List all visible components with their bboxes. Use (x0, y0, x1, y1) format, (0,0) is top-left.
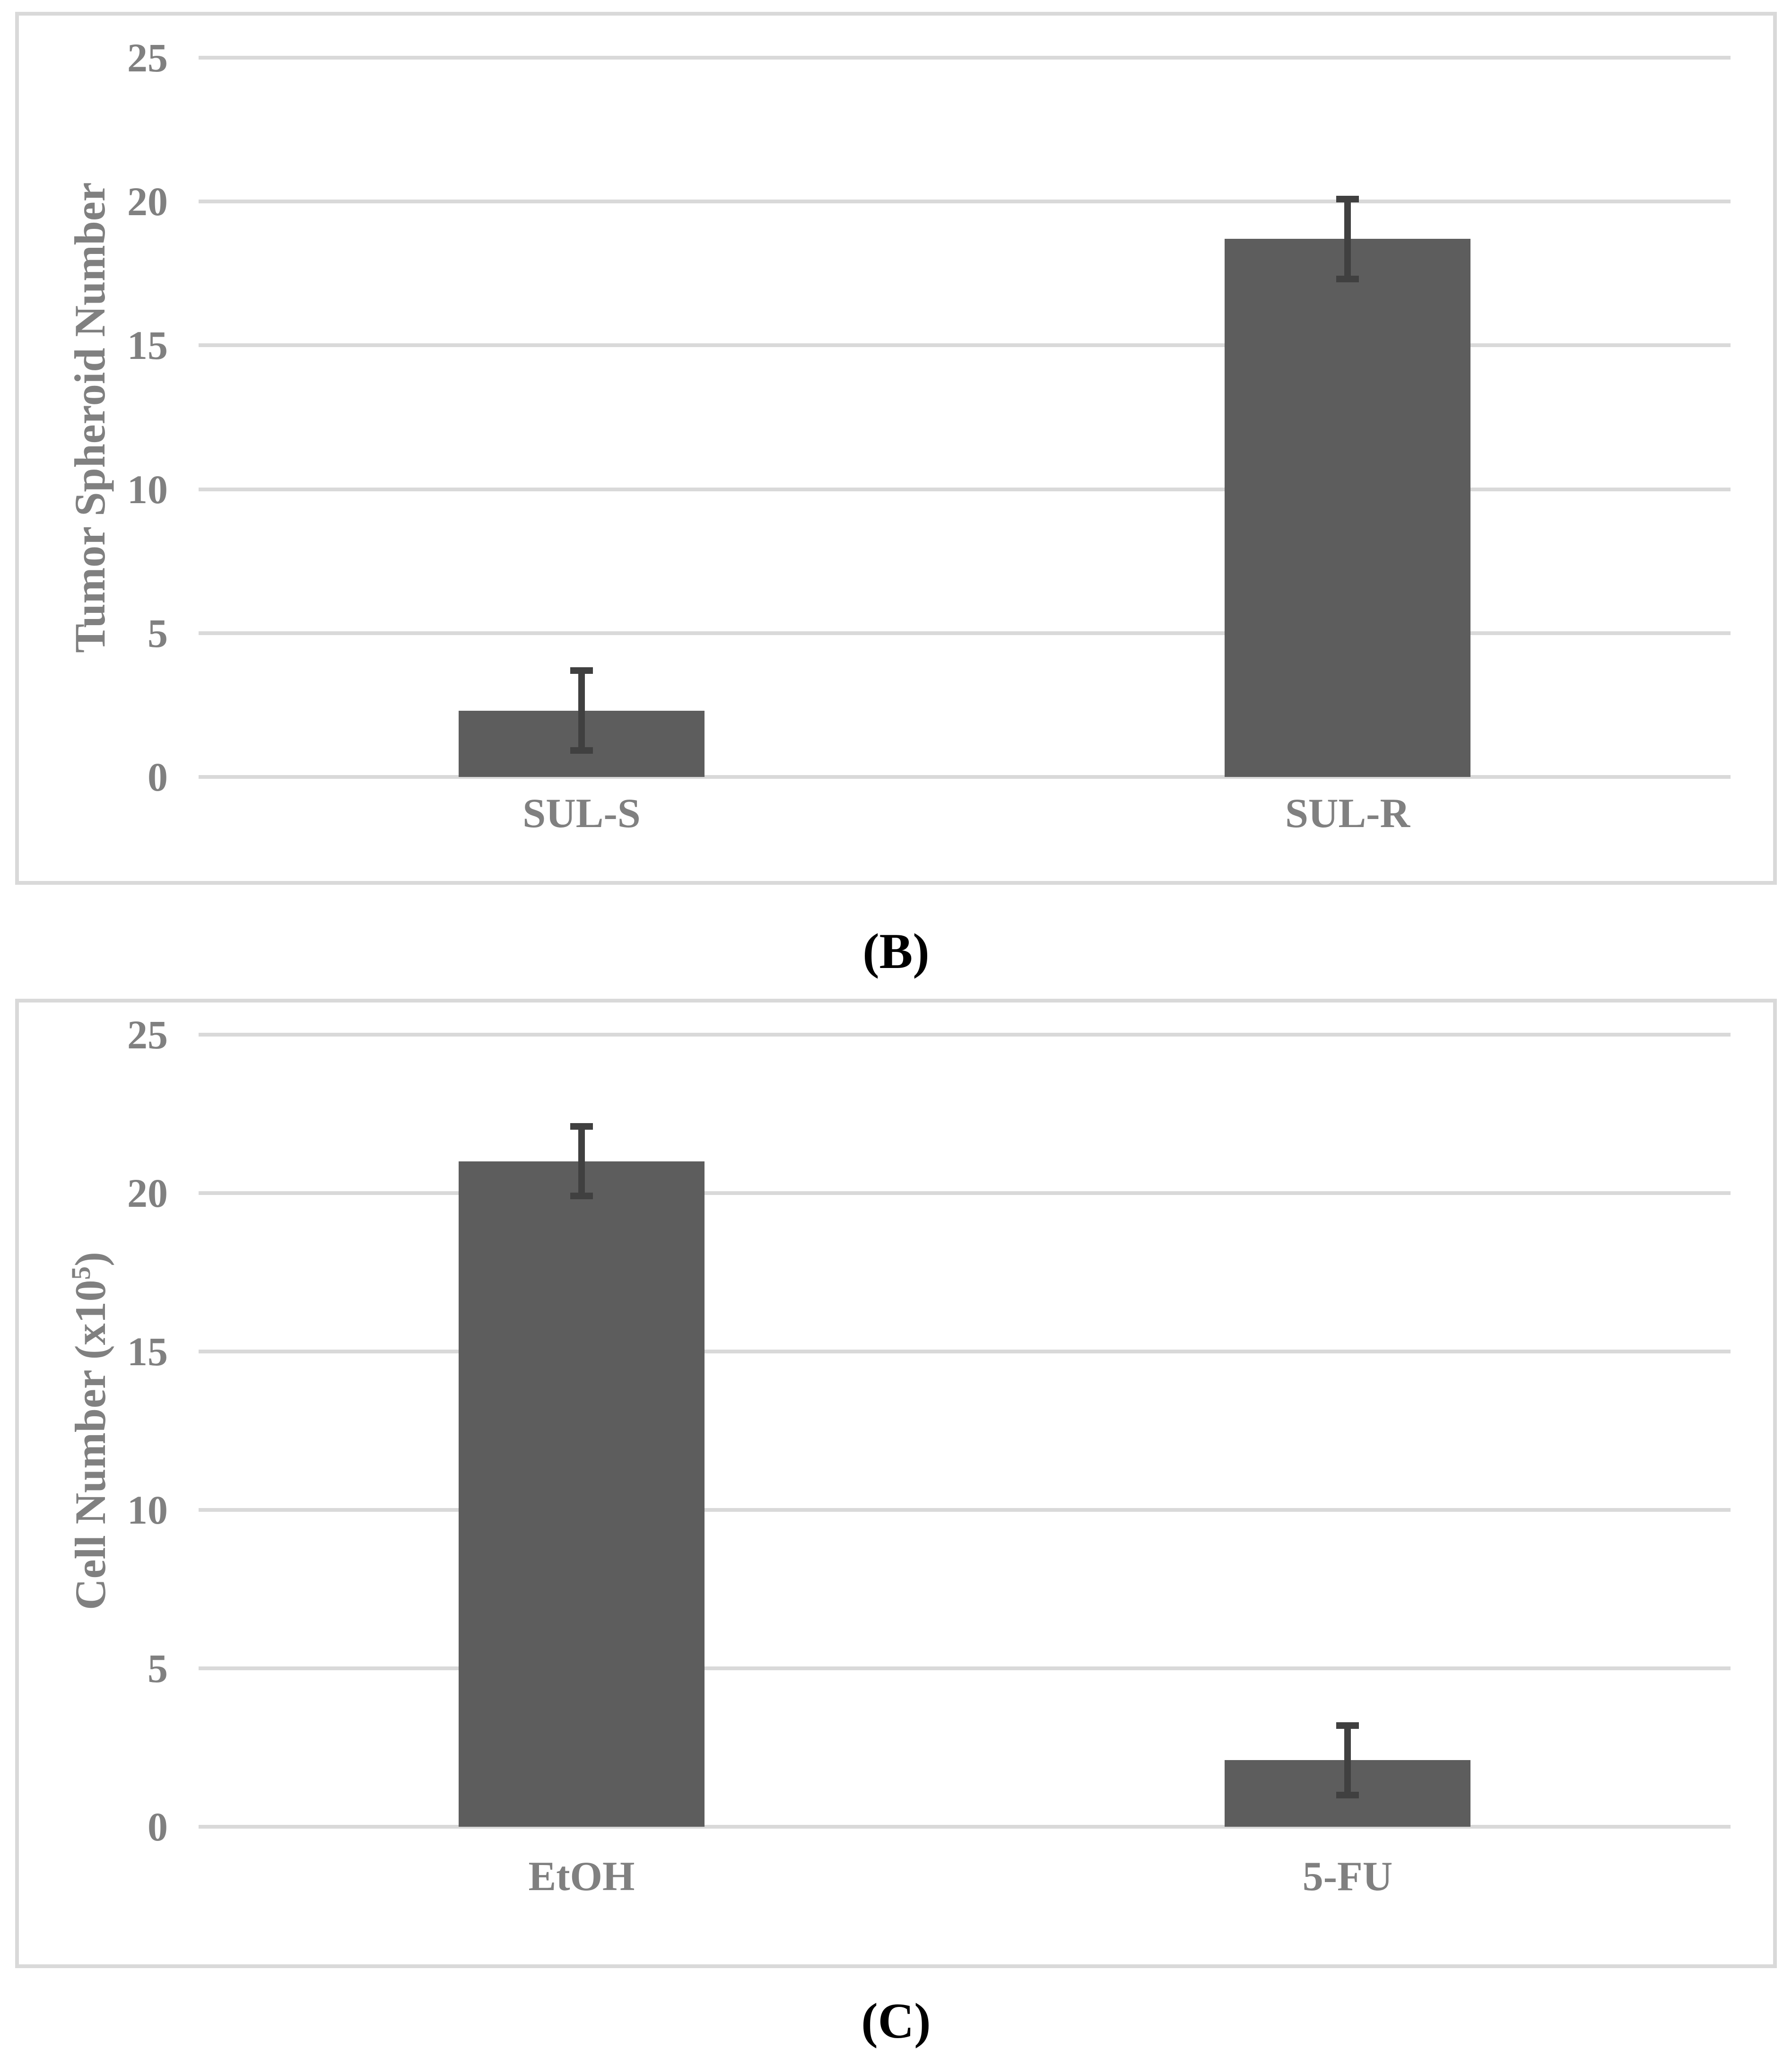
gridline-y-25 (199, 56, 1731, 60)
error-bar-etoh (570, 1123, 593, 1199)
x-category-label-5-fu: 5-FU (1302, 1854, 1393, 1900)
y-tick-label-10: 10 (127, 466, 168, 512)
error-bar-cap-top (1336, 1722, 1359, 1729)
plot-area-b: 0 5 10 15 20 25 SUL-S SUL-R (127, 37, 1731, 835)
gridline-y-15 (199, 343, 1731, 348)
y-axis-title-text: Cell Number (x10 (66, 1279, 114, 1610)
x-category-label-sul-r: SUL-R (1285, 791, 1410, 837)
y-axis-title-b: Tumor Spheroid Number (66, 182, 114, 653)
error-bar-cap-bottom (570, 747, 593, 754)
gridline-y-25 (199, 1033, 1731, 1037)
y-axis-title-text: ) (66, 1251, 114, 1266)
y-axis-title-c: Cell Number (x105) (66, 1251, 114, 1610)
error-bar-stem (578, 1123, 585, 1199)
gridline-y-20 (199, 1191, 1731, 1195)
plot-area-c: 0 5 10 15 20 25 EtOH 5-FU (127, 1014, 1731, 1898)
y-tick-label-0: 0 (148, 754, 168, 800)
error-bar-cap-bottom (1336, 1792, 1359, 1798)
error-bar-stem (1344, 1722, 1351, 1798)
gridline-y-5 (199, 1666, 1731, 1670)
error-bar-cap-top (570, 667, 593, 674)
y-axis-title-text: Tumor Spheroid Number (66, 182, 114, 653)
error-bar-5-fu (1336, 1722, 1359, 1798)
y-tick-label-25: 25 (127, 35, 168, 80)
y-tick-label-10: 10 (127, 1487, 168, 1533)
y-tick-label-20: 20 (127, 179, 168, 225)
y-tick-label-0: 0 (148, 1804, 168, 1849)
y-tick-label-20: 20 (127, 1170, 168, 1216)
panel-label-b-text: (B) (862, 924, 930, 979)
error-bar-cap-top (1336, 196, 1359, 202)
gridline-y-10 (199, 487, 1731, 491)
y-tick-label-25: 25 (127, 1012, 168, 1057)
gridline-y-0 (199, 1825, 1731, 1829)
error-bar-sul-r (1336, 196, 1359, 282)
y-tick-label-5: 5 (148, 610, 168, 656)
panel-label-c-text: (C) (861, 1993, 931, 2049)
error-bar-cap-bottom (570, 1193, 593, 1199)
error-bar-stem (578, 667, 585, 754)
panel-label-b: (B) (0, 921, 1792, 981)
error-bar-sul-s (570, 667, 593, 754)
y-axis-title-superscript: 5 (66, 1266, 96, 1280)
y-tick-label-5: 5 (148, 1646, 168, 1691)
bar-etoh (459, 1161, 705, 1827)
error-bar-cap-top (570, 1123, 593, 1130)
gridline-y-20 (199, 200, 1731, 204)
gridline-y-0 (199, 775, 1731, 779)
gridline-y-15 (199, 1350, 1731, 1353)
gridline-y-5 (199, 631, 1731, 635)
bar-sul-r (1225, 239, 1470, 777)
panel-label-c: (C) (0, 1991, 1792, 2049)
x-category-label-sul-s: SUL-S (522, 791, 641, 837)
error-bar-cap-bottom (1336, 276, 1359, 282)
y-tick-label-15: 15 (127, 1329, 168, 1374)
chart-frame-b: 0 5 10 15 20 25 SUL-S SUL-R Tumor Spheroid Numbe… (15, 12, 1777, 885)
chart-frame-c: 0 5 10 15 20 25 EtOH 5-FU Cell Number (x105) (15, 999, 1777, 1968)
gridline-y-10 (199, 1508, 1731, 1512)
x-category-label-etoh: EtOH (528, 1854, 635, 1900)
y-tick-label-15: 15 (127, 323, 168, 368)
error-bar-stem (1344, 196, 1351, 282)
